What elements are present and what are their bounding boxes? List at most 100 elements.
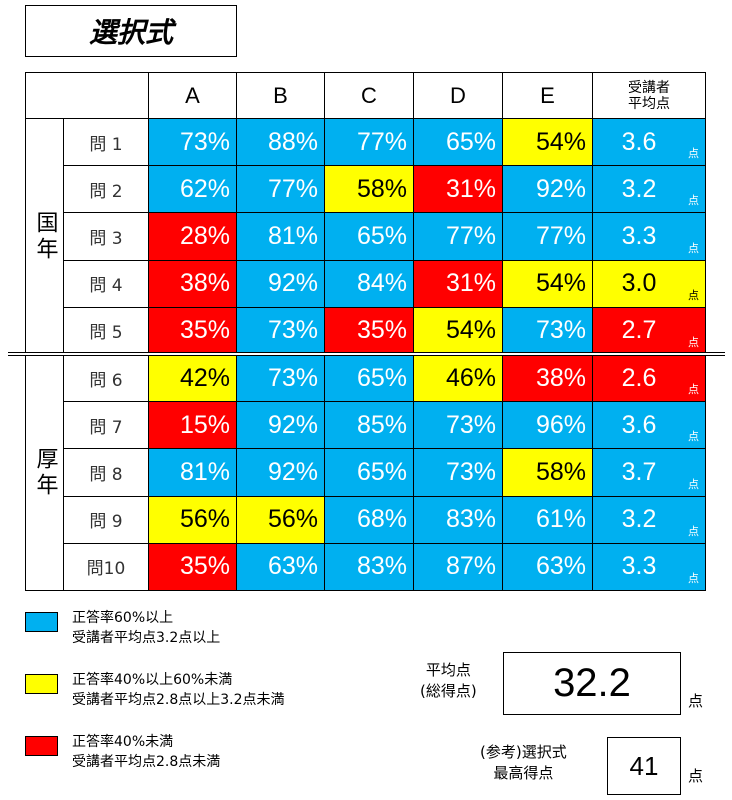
avg-header: 受講者 平均点	[593, 73, 706, 119]
rate-cell: 87%	[414, 543, 503, 591]
rate-cell: 28%	[149, 213, 237, 261]
rate-cell: 65%	[325, 355, 414, 403]
legend-swatch	[25, 736, 58, 756]
rate-cell: 92%	[237, 402, 325, 450]
legend-swatch	[25, 612, 58, 632]
rate-cell: 35%	[325, 307, 414, 355]
rate-cell: 58%	[325, 166, 414, 214]
rate-cell: 31%	[414, 166, 503, 214]
avg-value: 3.2	[621, 505, 657, 534]
rate-cell: 15%	[149, 402, 237, 450]
summary-unit: 点	[688, 692, 704, 710]
rate-cell: 73%	[414, 402, 503, 450]
title: 選択式	[25, 5, 237, 57]
group-label: 国年	[26, 119, 64, 355]
rate-cell: 88%	[237, 119, 325, 167]
rate-cell: 92%	[237, 260, 325, 308]
avg-value: 3.0	[621, 269, 657, 298]
row-label: 問 6	[64, 355, 149, 403]
rate-cell: 54%	[503, 119, 593, 167]
row-label: 問 1	[64, 119, 149, 167]
row-label: 問 4	[64, 260, 149, 308]
avg-value: 3.6	[621, 410, 657, 439]
rate-cell: 38%	[149, 260, 237, 308]
rate-cell: 73%	[237, 355, 325, 403]
avg-value: 2.7	[621, 316, 657, 345]
unit: 点	[688, 572, 699, 585]
avg-value: 3.7	[621, 457, 657, 486]
header-corner	[26, 73, 149, 119]
group-label: 厚年	[26, 355, 64, 591]
summary-label: 平均点 (総得点)	[420, 661, 477, 700]
summary-value: 41	[607, 737, 681, 795]
row-label: 問 3	[64, 213, 149, 261]
rate-cell: 81%	[237, 213, 325, 261]
column-header: C	[325, 73, 414, 119]
rate-cell: 83%	[414, 496, 503, 544]
legend-swatch	[25, 674, 58, 694]
row-label: 問 9	[64, 496, 149, 544]
unit: 点	[688, 478, 699, 491]
rate-cell: 54%	[503, 260, 593, 308]
rate-cell: 56%	[149, 496, 237, 544]
avg-value: 3.2	[621, 174, 657, 203]
avg-cell: 2.6 点	[593, 355, 706, 403]
rate-cell: 73%	[414, 449, 503, 497]
rate-cell: 54%	[414, 307, 503, 355]
rate-cell: 77%	[237, 166, 325, 214]
avg-value: 3.6	[621, 127, 657, 156]
avg-cell: 3.2 点	[593, 166, 706, 214]
rate-cell: 73%	[237, 307, 325, 355]
rate-cell: 85%	[325, 402, 414, 450]
avg-cell: 2.7 点	[593, 307, 706, 355]
rate-cell: 77%	[414, 213, 503, 261]
avg-value: 3.3	[621, 221, 657, 250]
unit: 点	[688, 384, 699, 397]
unit: 点	[688, 431, 699, 444]
rate-cell: 68%	[325, 496, 414, 544]
rate-cell: 65%	[325, 213, 414, 261]
rate-cell: 42%	[149, 355, 237, 403]
avg-cell: 3.0 点	[593, 260, 706, 308]
summary-unit: 点	[688, 767, 704, 785]
rate-cell: 73%	[149, 119, 237, 167]
row-label: 問 2	[64, 166, 149, 214]
row-label: 問 8	[64, 449, 149, 497]
avg-cell: 3.6 点	[593, 119, 706, 167]
column-header: D	[414, 73, 503, 119]
legend-text: 正答率40%未満 受講者平均点2.8点未満	[72, 734, 221, 770]
rate-cell: 63%	[237, 543, 325, 591]
summary-value: 32.2	[503, 652, 681, 715]
rate-cell: 83%	[325, 543, 414, 591]
avg-cell: 3.2 点	[593, 496, 706, 544]
rate-cell: 77%	[325, 119, 414, 167]
rate-cell: 38%	[503, 355, 593, 403]
unit: 点	[688, 242, 699, 255]
rate-cell: 96%	[503, 402, 593, 450]
rate-cell: 46%	[414, 355, 503, 403]
avg-value: 2.6	[621, 363, 657, 392]
legend-text: 正答率40%以上60%未満 受講者平均点2.8点以上3.2点未満	[72, 672, 285, 708]
unit: 点	[688, 195, 699, 208]
rate-cell: 92%	[503, 166, 593, 214]
rate-cell: 62%	[149, 166, 237, 214]
rate-cell: 63%	[503, 543, 593, 591]
unit: 点	[688, 525, 699, 538]
rate-cell: 35%	[149, 543, 237, 591]
rate-cell: 77%	[503, 213, 593, 261]
row-label: 問 7	[64, 402, 149, 450]
rate-cell: 61%	[503, 496, 593, 544]
avg-cell: 3.3 点	[593, 543, 706, 591]
row-label: 問10	[64, 543, 149, 591]
avg-cell: 3.6 点	[593, 402, 706, 450]
column-header: E	[503, 73, 593, 119]
column-header: A	[149, 73, 237, 119]
avg-cell: 3.7 点	[593, 449, 706, 497]
rate-cell: 65%	[414, 119, 503, 167]
rate-cell: 56%	[237, 496, 325, 544]
rate-cell: 31%	[414, 260, 503, 308]
rate-cell: 58%	[503, 449, 593, 497]
rate-cell: 84%	[325, 260, 414, 308]
